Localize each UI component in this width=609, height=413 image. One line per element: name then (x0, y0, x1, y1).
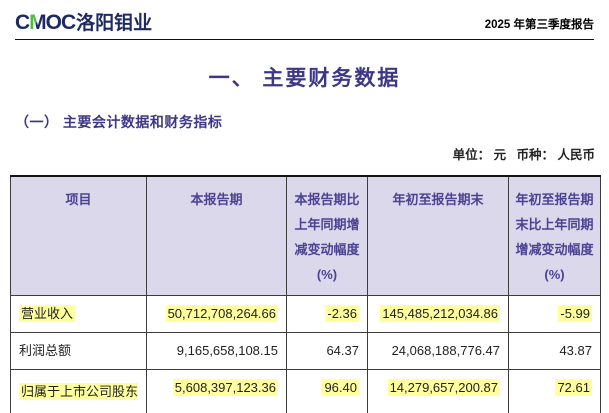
ytd-value: 14,279,657,200.87 (367, 369, 509, 413)
row-item-label: 营业收入 (10, 295, 147, 333)
table-row-net-profit-attributable: 归属于上市公司股东的净利润 5,608,397,123.36 96.40 14,… (10, 369, 601, 413)
current-period-value: 50,712,708,264.66 (146, 295, 287, 333)
col-header-current-period: 本报告期 (146, 175, 287, 296)
ytd-value: 24,068,188,776.47 (367, 332, 509, 370)
current-vs-prior-pct-value: -2.36 (286, 295, 368, 333)
ytd-vs-prior-pct-value: 43.87 (508, 332, 601, 370)
logo-m-glyph: M (29, 11, 46, 34)
row-item-label: 利润总额 (10, 332, 147, 370)
row-item-label: 归属于上市公司股东的净利润 (10, 369, 147, 413)
current-period-value: 5,608,397,123.36 (146, 369, 287, 413)
col-header-item: 项目 (10, 175, 147, 296)
logo-latin-text: CMOC (15, 11, 76, 34)
table-row-operating-revenue: 营业收入 50,712,708,264.66 -2.36 145,485,212… (10, 295, 601, 333)
subsection-title: （一） 主要会计数据和财务指标 (15, 114, 223, 130)
col-header-ytd-vs-prior-pct: 年初至报告期末比上年同期增减变动幅度 (%) (508, 175, 601, 296)
ytd-vs-prior-pct-value: 72.61 (508, 369, 601, 413)
logo-chinese-text: 洛阳钼业 (76, 13, 153, 34)
section-title: 一、 主要财务数据 (208, 67, 401, 90)
company-logo: CMOC 洛阳钼业 (15, 8, 152, 35)
document-header: CMOC 洛阳钼业 2025 年第三季度报告 (0, 0, 609, 39)
table-row-total-profit: 利润总额 9,165,658,108.15 64.37 24,068,188,7… (10, 332, 601, 370)
report-period-title: 2025 年第三季度报告 (484, 19, 594, 31)
col-header-ytd: 年初至报告期末 (367, 175, 509, 296)
current-period-value: 9,165,658,108.15 (146, 332, 287, 370)
ytd-vs-prior-pct-value: -5.99 (508, 295, 601, 333)
unit-currency-note: 单位： 元 币种： 人民币 (452, 148, 595, 162)
ytd-value: 145,485,212,034.86 (367, 295, 509, 333)
current-vs-prior-pct-value: 64.37 (286, 332, 368, 370)
header-divider (15, 39, 594, 40)
financial-data-table: 项目 本报告期 本报告期比上年同期增减变动幅度 (%) 年初至报告期末 年初至报… (10, 175, 601, 413)
col-header-current-vs-prior-pct: 本报告期比上年同期增减变动幅度 (%) (286, 175, 368, 296)
current-vs-prior-pct-value: 96.40 (286, 369, 368, 413)
table-header-row: 项目 本报告期 本报告期比上年同期增减变动幅度 (%) 年初至报告期末 年初至报… (10, 175, 601, 296)
